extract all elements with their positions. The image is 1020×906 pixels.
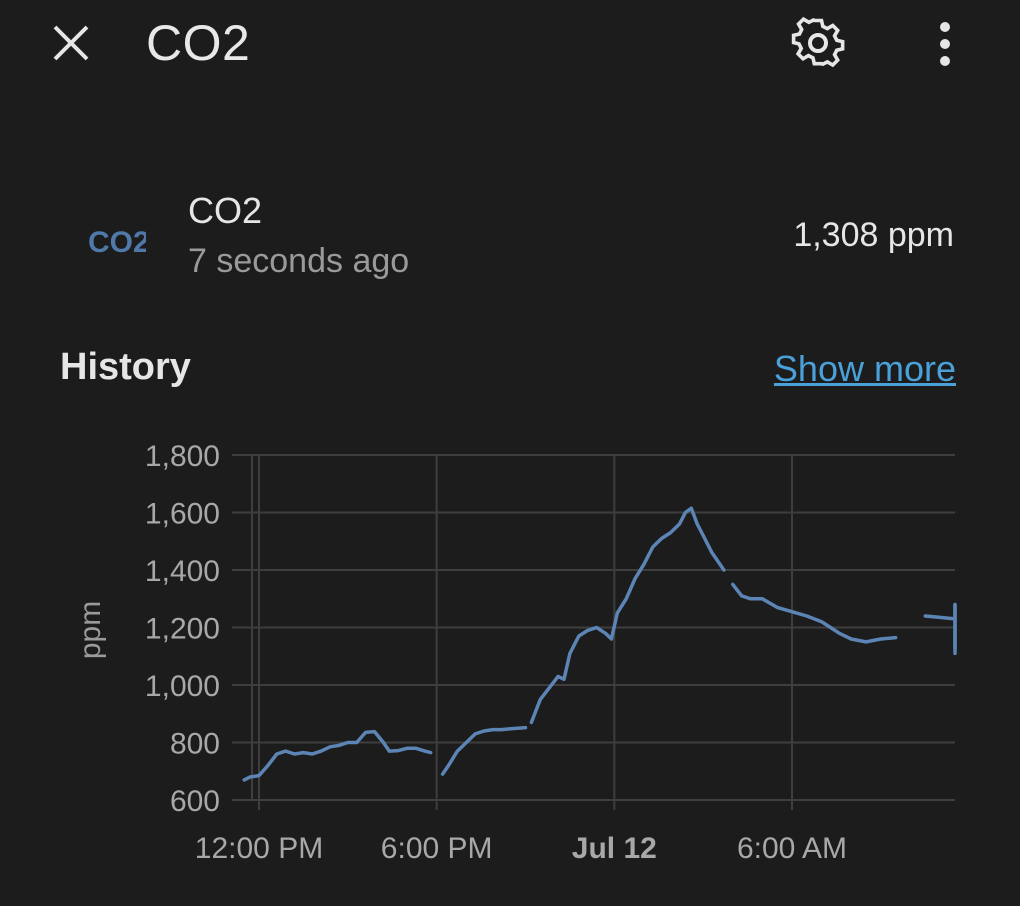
x-tick-label: 12:00 PM [195,832,323,865]
more-options-button[interactable] [920,14,970,74]
entity-row: CO2 CO2 7 seconds ago 1,308 ppm [0,180,1020,290]
series-line-segment [731,582,898,644]
series-line-segment [440,725,528,776]
co2-icon: CO2 [88,226,146,259]
top-bar: CO2 [0,0,1020,90]
y-tick-label: 1,200 [145,613,220,646]
x-axis: 12:00 PM 6:00 PM Jul 12 6:00 AM [195,832,847,865]
settings-button[interactable] [788,14,848,74]
series-line-segment [242,729,433,782]
x-tick-label: 6:00 PM [381,832,493,865]
x-tick-label: 6:00 AM [737,832,847,865]
entity-last-changed: 7 seconds ago [188,242,410,280]
series-line-segment [923,602,957,650]
history-chart[interactable]: 600 800 1,000 1,200 1,400 1,600 1,800 12:00 PM… [0,420,1020,906]
series-co2 [242,506,957,782]
y-tick-label: 600 [170,785,220,818]
dialog-title: CO2 [146,15,251,71]
x-tick-label: Jul 12 [572,832,657,865]
y-tick-label: 1,800 [145,440,220,473]
show-more-link[interactable]: Show more [773,348,956,389]
chart-grid [232,454,955,810]
entity-name: CO2 [188,190,263,231]
y-tick-label: 1,400 [145,555,220,588]
more-vertical-icon [940,22,950,66]
co2-icon-label: CO2 [88,226,146,259]
series-line-segment [529,506,726,725]
gear-icon [791,16,845,68]
history-title: History [60,346,191,388]
y-axis: 600 800 1,000 1,200 1,400 1,600 1,800 [145,440,220,818]
y-tick-label: 1,600 [145,498,220,531]
entity-state-value: 1,308 ppm [793,216,954,254]
y-tick-label: 800 [170,728,220,761]
close-button[interactable] [44,16,98,70]
y-tick-label: 1,000 [145,670,220,703]
close-icon [53,25,89,61]
y-axis-label: ppm [74,601,107,659]
